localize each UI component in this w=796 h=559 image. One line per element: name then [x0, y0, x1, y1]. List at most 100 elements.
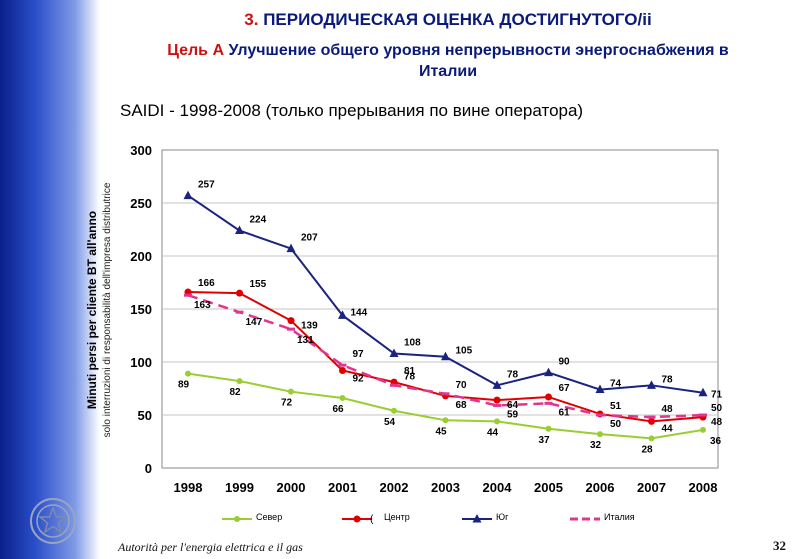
data-label: 61 — [559, 407, 571, 418]
point-yug — [235, 225, 244, 235]
point-centr — [545, 393, 552, 401]
point-yug — [492, 380, 502, 389]
point-yug — [647, 380, 656, 389]
x-tick-label: 2007 — [637, 480, 666, 495]
point-yug — [389, 348, 399, 358]
point-italia — [235, 310, 244, 314]
data-label: 71 — [711, 390, 723, 401]
data-label: 66 — [333, 404, 345, 415]
data-label: 131 — [297, 335, 314, 346]
legend-label: Италия — [604, 512, 635, 522]
data-label: 44 — [487, 427, 499, 438]
label-layer: 89 82 72 66 54 45 44 37 32 28 36 166 155 139 92 81 68 64 6… — [178, 180, 723, 456]
legend-label: Центр — [384, 512, 410, 522]
point-sever — [185, 370, 191, 377]
point-sever — [288, 388, 294, 395]
data-label: 48 — [662, 404, 674, 415]
data-label: 48 — [711, 417, 723, 428]
x-tick-label: 2000 — [277, 480, 306, 495]
point-yug — [544, 367, 553, 377]
data-label: 45 — [436, 426, 448, 437]
point-sever — [391, 407, 397, 414]
x-tick-label: 2005 — [534, 480, 563, 495]
y-axis-sublabel: solo interruzioni di responsabilità dell… — [102, 182, 113, 437]
legend-label: Север — [256, 512, 282, 522]
data-label: 139 — [301, 321, 318, 332]
data-label: 90 — [559, 357, 571, 368]
data-label: 166 — [198, 278, 215, 289]
point-italia — [544, 401, 553, 405]
data-label: 108 — [404, 338, 421, 349]
point-sever — [545, 425, 552, 432]
data-label: 50 — [610, 419, 622, 430]
goal-text-1: Улучшение общего уровня непрерывности эн… — [228, 42, 729, 59]
point-centr — [493, 396, 501, 404]
data-label: 67 — [559, 383, 571, 394]
goal-label: Цель А — [167, 42, 225, 59]
point-yug — [595, 384, 605, 394]
point-sever — [597, 431, 603, 438]
y-axis-label: Minuti persi per cliente BT all'anno — [85, 211, 99, 409]
data-label: 92 — [353, 373, 365, 384]
slide-number: 3. — [244, 10, 259, 29]
emblem-icon — [30, 498, 76, 544]
data-label: 78 — [507, 369, 519, 380]
point-sever — [648, 435, 655, 442]
data-label: 50 — [711, 403, 723, 414]
y-tick-label: 0 — [145, 461, 152, 476]
side-band — [0, 0, 100, 559]
data-label: 207 — [301, 233, 318, 244]
slide-title: 3. ПЕРИОДИЧЕСКАЯ ОЦЕНКА ДОСТИГНУТОГО/ii — [100, 10, 796, 30]
data-label: 59 — [507, 409, 519, 420]
point-italia — [647, 415, 656, 419]
data-label: 78 — [404, 371, 416, 382]
legend-extra-mark: ( — [370, 514, 374, 525]
legend-label: Юг — [496, 512, 509, 522]
point-sever — [339, 395, 346, 402]
point-italia — [390, 383, 398, 387]
point-italia — [493, 403, 501, 407]
point-italia — [287, 327, 295, 331]
data-label: 44 — [662, 423, 674, 434]
x-tick-label: 1999 — [225, 480, 254, 495]
data-label: 28 — [642, 444, 654, 455]
series-layer — [183, 190, 708, 442]
legend-marker — [234, 516, 240, 522]
footer-text: Autorità per l'energia elettrica e il ga… — [118, 540, 303, 554]
data-label: 163 — [194, 300, 211, 311]
data-label: 37 — [539, 435, 551, 446]
data-label: 64 — [507, 400, 519, 411]
x-tick-label: 2004 — [483, 480, 513, 495]
grid-layer — [161, 149, 719, 469]
point-yug — [183, 190, 193, 200]
y-tick-label: 250 — [130, 196, 152, 211]
point-italia — [596, 413, 604, 417]
point-sever — [494, 418, 500, 425]
data-label: 36 — [710, 436, 722, 447]
point-italia — [338, 363, 347, 367]
data-label: 155 — [250, 279, 267, 290]
point-centr — [236, 289, 243, 297]
legend-marker — [353, 515, 361, 523]
data-label: 89 — [178, 380, 190, 391]
point-centr — [287, 317, 295, 325]
y-tick-label: 300 — [130, 143, 152, 158]
goal-text-2: Италии — [418, 63, 478, 80]
data-label: 224 — [250, 215, 267, 226]
page-number: 32 — [773, 538, 786, 553]
y-tick-label: 150 — [130, 302, 152, 317]
y-tick-label: 100 — [130, 355, 152, 370]
point-centr — [648, 417, 655, 425]
data-label: 51 — [610, 401, 622, 412]
x-tick-label: 2008 — [689, 480, 718, 495]
data-label: 82 — [230, 387, 242, 398]
point-sever — [236, 378, 243, 385]
data-label: 54 — [384, 417, 396, 428]
data-label: 97 — [353, 349, 365, 360]
point-italia — [699, 413, 707, 417]
data-label: 105 — [456, 346, 473, 357]
x-tick-label: 2001 — [328, 480, 357, 495]
y-tick-label: 200 — [130, 249, 152, 264]
data-label: 32 — [590, 440, 602, 451]
data-label: 257 — [198, 180, 215, 191]
